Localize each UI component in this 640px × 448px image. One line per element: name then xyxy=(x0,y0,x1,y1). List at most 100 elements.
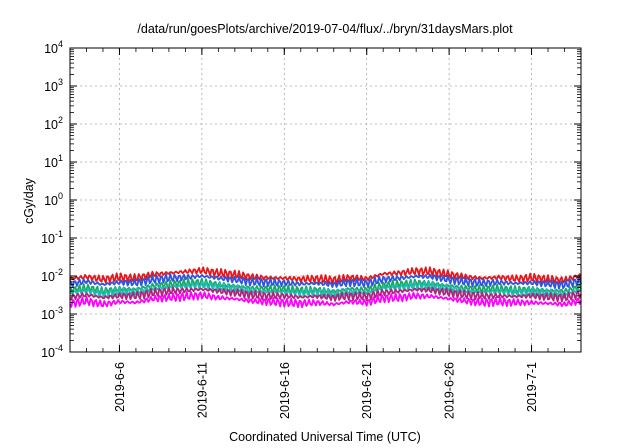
data-point xyxy=(349,290,351,293)
data-point xyxy=(497,276,500,278)
data-point xyxy=(382,291,384,294)
data-point xyxy=(201,288,203,290)
data-point xyxy=(382,287,384,289)
data-point xyxy=(448,279,450,281)
data-point xyxy=(349,301,351,303)
y-tick-base: 10 xyxy=(44,118,58,132)
data-point xyxy=(481,277,483,279)
data-point xyxy=(465,287,467,289)
y-tick-label: 103 xyxy=(44,77,63,94)
data-point xyxy=(135,301,137,304)
y-tick-exponent: 0 xyxy=(58,191,63,201)
data-point xyxy=(267,288,269,290)
data-point xyxy=(366,282,368,284)
data-point xyxy=(234,298,236,300)
data-point xyxy=(118,281,121,283)
data-point xyxy=(118,276,121,278)
data-point xyxy=(316,289,318,291)
data-point xyxy=(118,301,121,303)
y-tick-label: 101 xyxy=(44,153,63,170)
data-point xyxy=(184,295,186,298)
data-point xyxy=(448,287,450,290)
data-point xyxy=(333,283,335,286)
data-point xyxy=(530,282,533,284)
y-axis-label: cGy/day xyxy=(22,177,36,224)
data-point xyxy=(135,277,137,279)
data-point xyxy=(547,292,549,294)
y-tick-label: 104 xyxy=(44,39,63,56)
data-point xyxy=(201,294,203,296)
data-point xyxy=(316,278,318,280)
data-point xyxy=(283,277,285,279)
data-point xyxy=(530,301,533,304)
data-point xyxy=(85,276,88,278)
data-point xyxy=(135,282,137,284)
data-point xyxy=(448,298,450,300)
data-point xyxy=(102,293,104,295)
data-point xyxy=(465,294,467,296)
data-point xyxy=(283,288,285,290)
y-tick-base: 10 xyxy=(41,270,55,284)
y-tick-base: 10 xyxy=(41,308,55,322)
data-point xyxy=(399,272,401,274)
chart-title: /data/run/goesPlots/archive/2019-07-04/f… xyxy=(137,22,513,36)
data-point xyxy=(85,294,88,296)
x-tick-label: 2019-6-6 xyxy=(113,362,127,412)
data-point xyxy=(267,295,269,297)
data-point xyxy=(432,285,434,287)
data-point xyxy=(184,282,186,284)
data-point xyxy=(234,273,236,276)
series-line xyxy=(69,266,582,286)
y-tick-exponent: 3 xyxy=(58,77,63,87)
data-point xyxy=(481,282,483,284)
data-point xyxy=(102,278,104,280)
data-point xyxy=(316,295,318,298)
data-point xyxy=(432,276,434,278)
data-point xyxy=(563,279,566,281)
y-tick-exponent: -4 xyxy=(55,343,63,353)
data-point xyxy=(333,279,335,281)
data-point xyxy=(234,279,236,281)
data-point xyxy=(184,271,186,273)
data-point xyxy=(300,278,302,280)
y-tick-base: 10 xyxy=(44,156,58,170)
data-point xyxy=(201,269,203,272)
data-point xyxy=(85,290,88,292)
data-point xyxy=(481,288,483,290)
data-point xyxy=(366,301,368,304)
x-tick-label: 2019-6-21 xyxy=(360,362,374,419)
x-tick-label: 2019-6-11 xyxy=(195,362,209,418)
data-point xyxy=(399,290,401,292)
data-point xyxy=(283,301,285,304)
data-point xyxy=(85,287,88,289)
data-point xyxy=(135,295,137,297)
data-point xyxy=(563,297,566,299)
data-point xyxy=(151,287,154,290)
y-tick-base: 10 xyxy=(44,80,58,94)
data-point xyxy=(497,295,500,297)
data-point xyxy=(217,277,219,279)
data-point xyxy=(399,286,401,288)
data-point xyxy=(465,300,467,302)
data-point xyxy=(530,291,533,293)
y-tick-label: 10-2 xyxy=(41,267,63,284)
data-point xyxy=(481,295,483,297)
data-point xyxy=(382,278,384,280)
x-tick-label: 2019-6-16 xyxy=(278,362,292,419)
data-point xyxy=(333,303,335,305)
data-point xyxy=(415,270,417,272)
data-point xyxy=(349,281,351,283)
y-tick-label: 102 xyxy=(44,115,63,132)
data-point xyxy=(382,284,384,287)
data-point xyxy=(366,295,368,298)
data-point xyxy=(366,289,368,291)
data-point xyxy=(514,278,516,280)
data-point xyxy=(547,302,549,305)
data-point xyxy=(415,295,417,297)
data-point xyxy=(366,291,368,294)
data-point xyxy=(399,283,401,286)
data-point xyxy=(300,296,302,298)
data-point xyxy=(135,291,137,293)
data-point xyxy=(168,272,170,274)
data-point xyxy=(267,301,269,303)
